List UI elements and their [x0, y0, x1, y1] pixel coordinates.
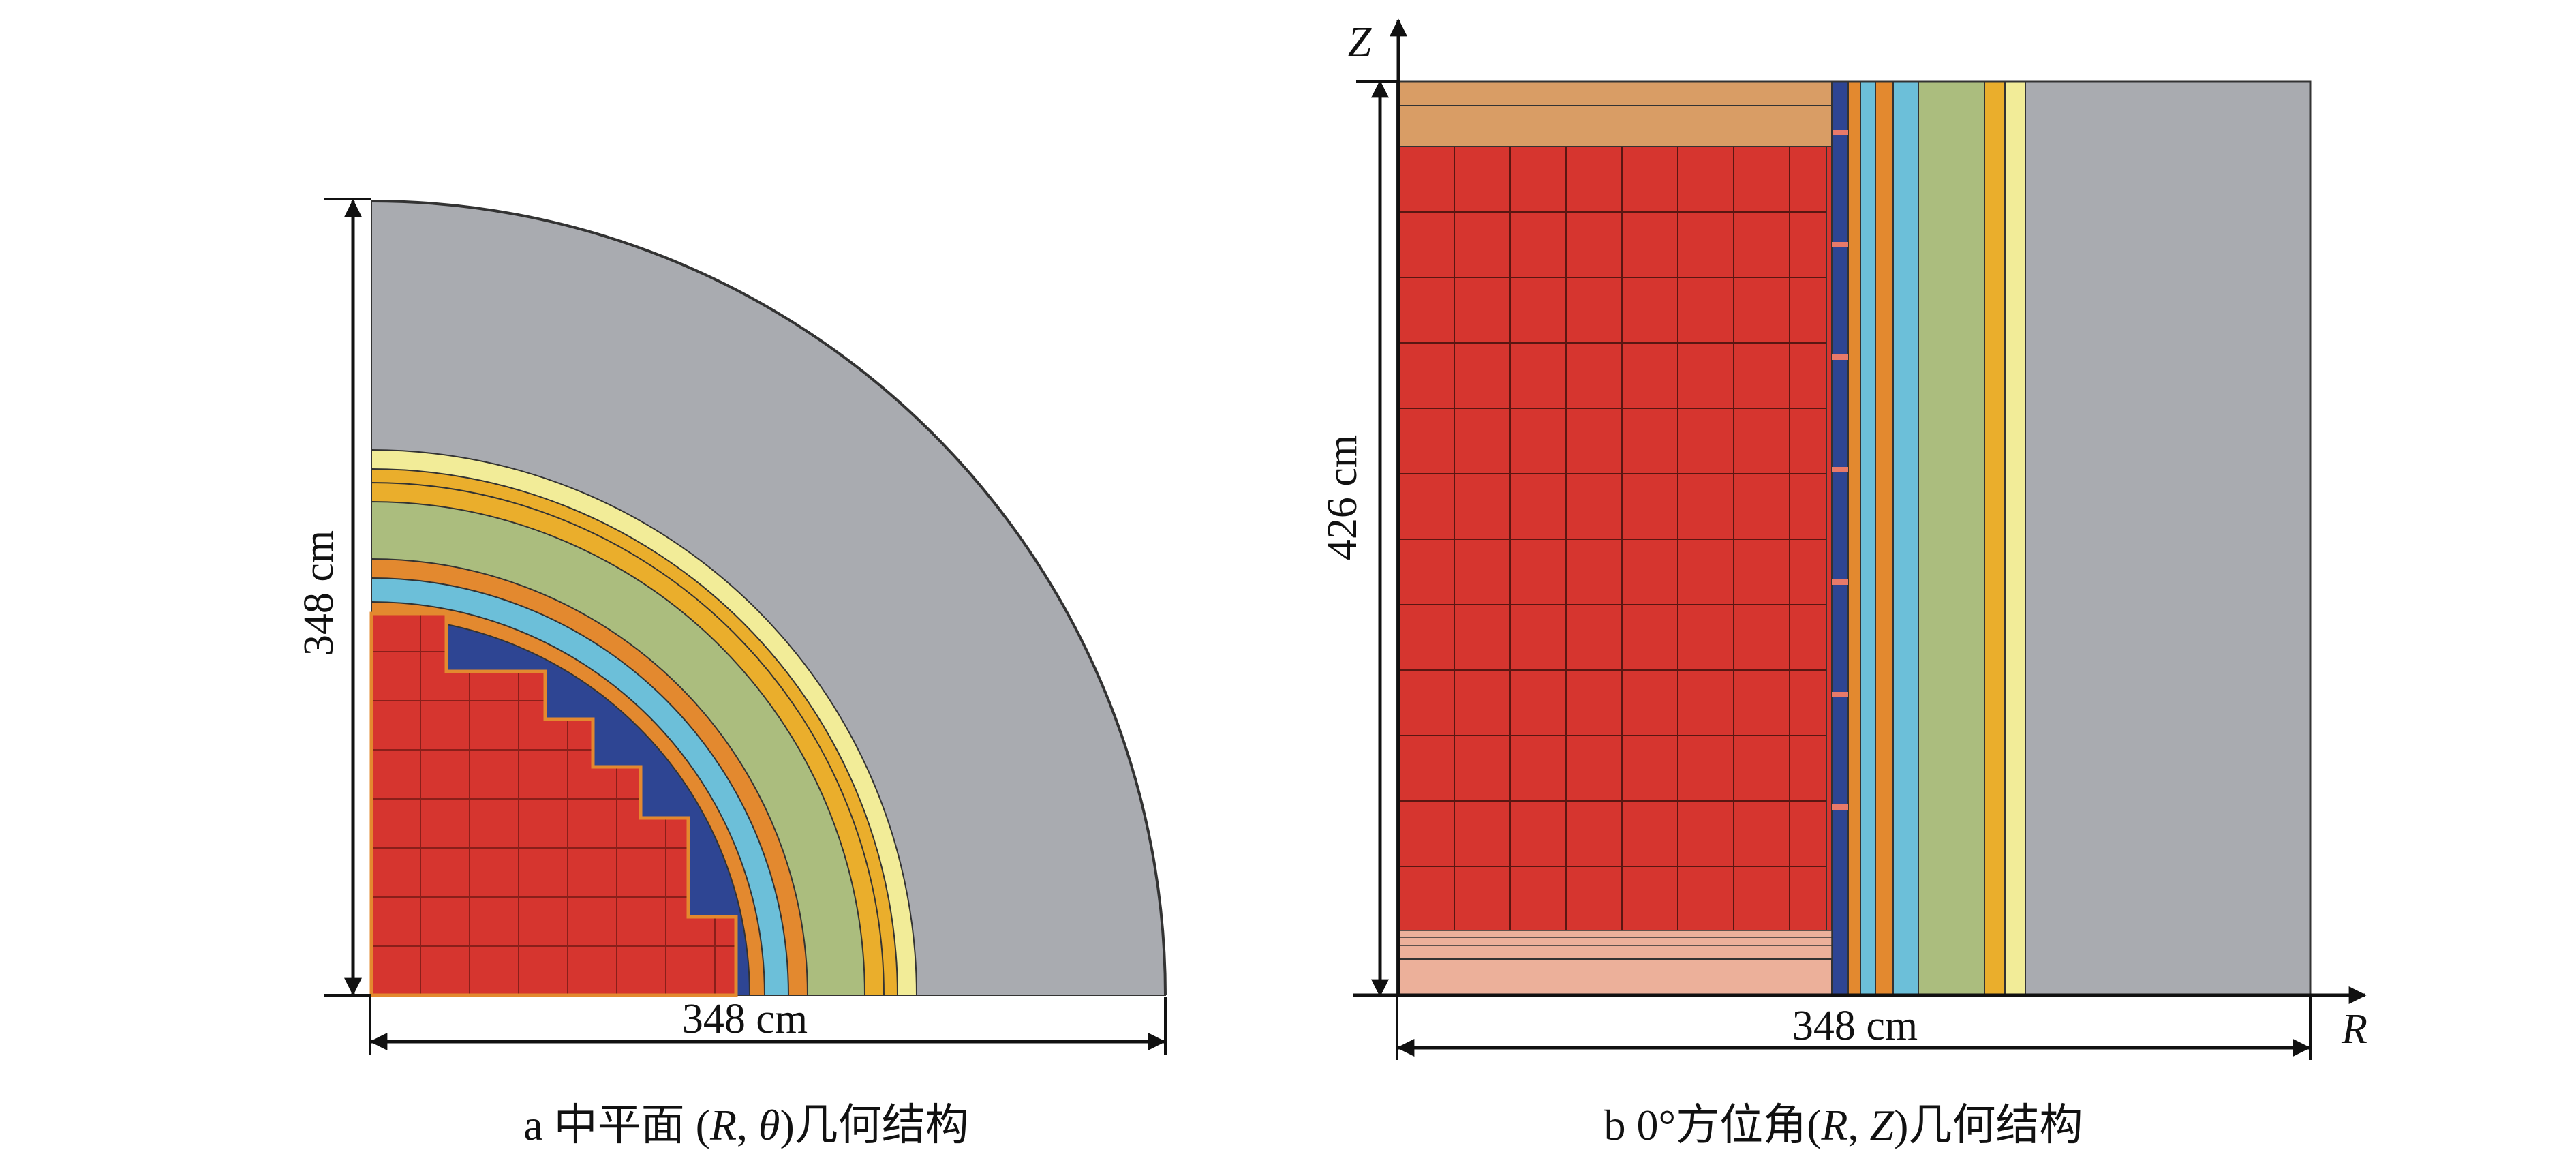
panel-a-outer-boundary	[371, 200, 1167, 996]
panel-b-light-blue-band-2	[1892, 81, 1919, 996]
panel-b-barrel-marker	[1832, 467, 1848, 472]
panel-b-yellow-band	[2004, 81, 2026, 996]
panel-b-bottom-layer-3	[1398, 945, 1833, 960]
panel-b-light-blue-band-1	[1860, 81, 1876, 996]
panel-b-barrel-marker	[1832, 579, 1848, 585]
panel-b-barrel-marker	[1832, 130, 1848, 135]
panel-a-core-outline	[369, 611, 738, 997]
panel-a-caption: a 中平面 (R, θ)几何结构	[523, 1101, 969, 1149]
panel-a-height-label: 348 cm	[296, 530, 342, 656]
panel-b-amber-band	[1984, 81, 2006, 996]
panel-b-gray-reflector-band	[2025, 81, 2311, 996]
panel-b-green-band	[1918, 81, 1985, 996]
panel-b-z-axis-label: Z	[1348, 19, 1372, 65]
panel-b-width-label: 348 cm	[1792, 1003, 1918, 1049]
panel-b-core	[1398, 146, 1827, 931]
panel-b-r-axis-label: R	[2341, 1006, 2367, 1052]
panel-b-axial-layers	[1398, 81, 1833, 996]
panel-b-orange-band-2	[1875, 81, 1894, 996]
panel-b-barrel-marker	[1832, 804, 1848, 810]
panel-b-radial-bands	[1826, 81, 2311, 996]
panel-b-bottom-layer-4	[1398, 958, 1833, 996]
panel-b-barrel-marker	[1832, 242, 1848, 247]
panel-b-top-layer-2	[1398, 105, 1833, 147]
panel-b-height-label: 426 cm	[1319, 435, 1366, 560]
panel-a-midplane-geometry: 348 cm 348 cm a 中平面 (R, θ)几何结构	[296, 198, 1167, 1149]
panel-a-width-label: 348 cm	[682, 996, 808, 1042]
panel-b-gap-red	[1826, 81, 1833, 996]
panel-b-barrel-marker	[1832, 692, 1848, 697]
panel-b-blue-barrel	[1831, 81, 1849, 996]
panel-b-orange-band-1	[1847, 81, 1861, 996]
panel-b-caption: b 0°方位角(R, Z)几何结构	[1604, 1101, 2083, 1149]
panel-b-bottom-layer-1	[1398, 930, 1833, 938]
panel-b-bottom-layer-2	[1398, 937, 1833, 946]
panel-b-barrel-marker	[1832, 354, 1848, 360]
panel-b-rz-geometry: Z R 426 cm 348 cm b 0°方位角(R, Z)几何结构	[1319, 18, 2367, 1149]
panel-b-top-layer-1	[1398, 81, 1833, 106]
